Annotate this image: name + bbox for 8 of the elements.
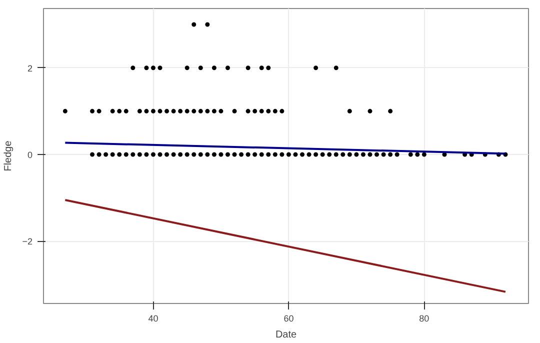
- y-tick-label: 0: [27, 150, 33, 160]
- y-axis-title: Fledge: [3, 140, 14, 172]
- x-tick-label: 80: [419, 314, 430, 324]
- y-tick-label: −2: [22, 236, 33, 247]
- x-tick-label: 60: [284, 314, 294, 324]
- x-axis-title: Date: [275, 330, 297, 340]
- x-tick-label: 40: [148, 314, 158, 324]
- y-tick-label: 2: [27, 63, 33, 74]
